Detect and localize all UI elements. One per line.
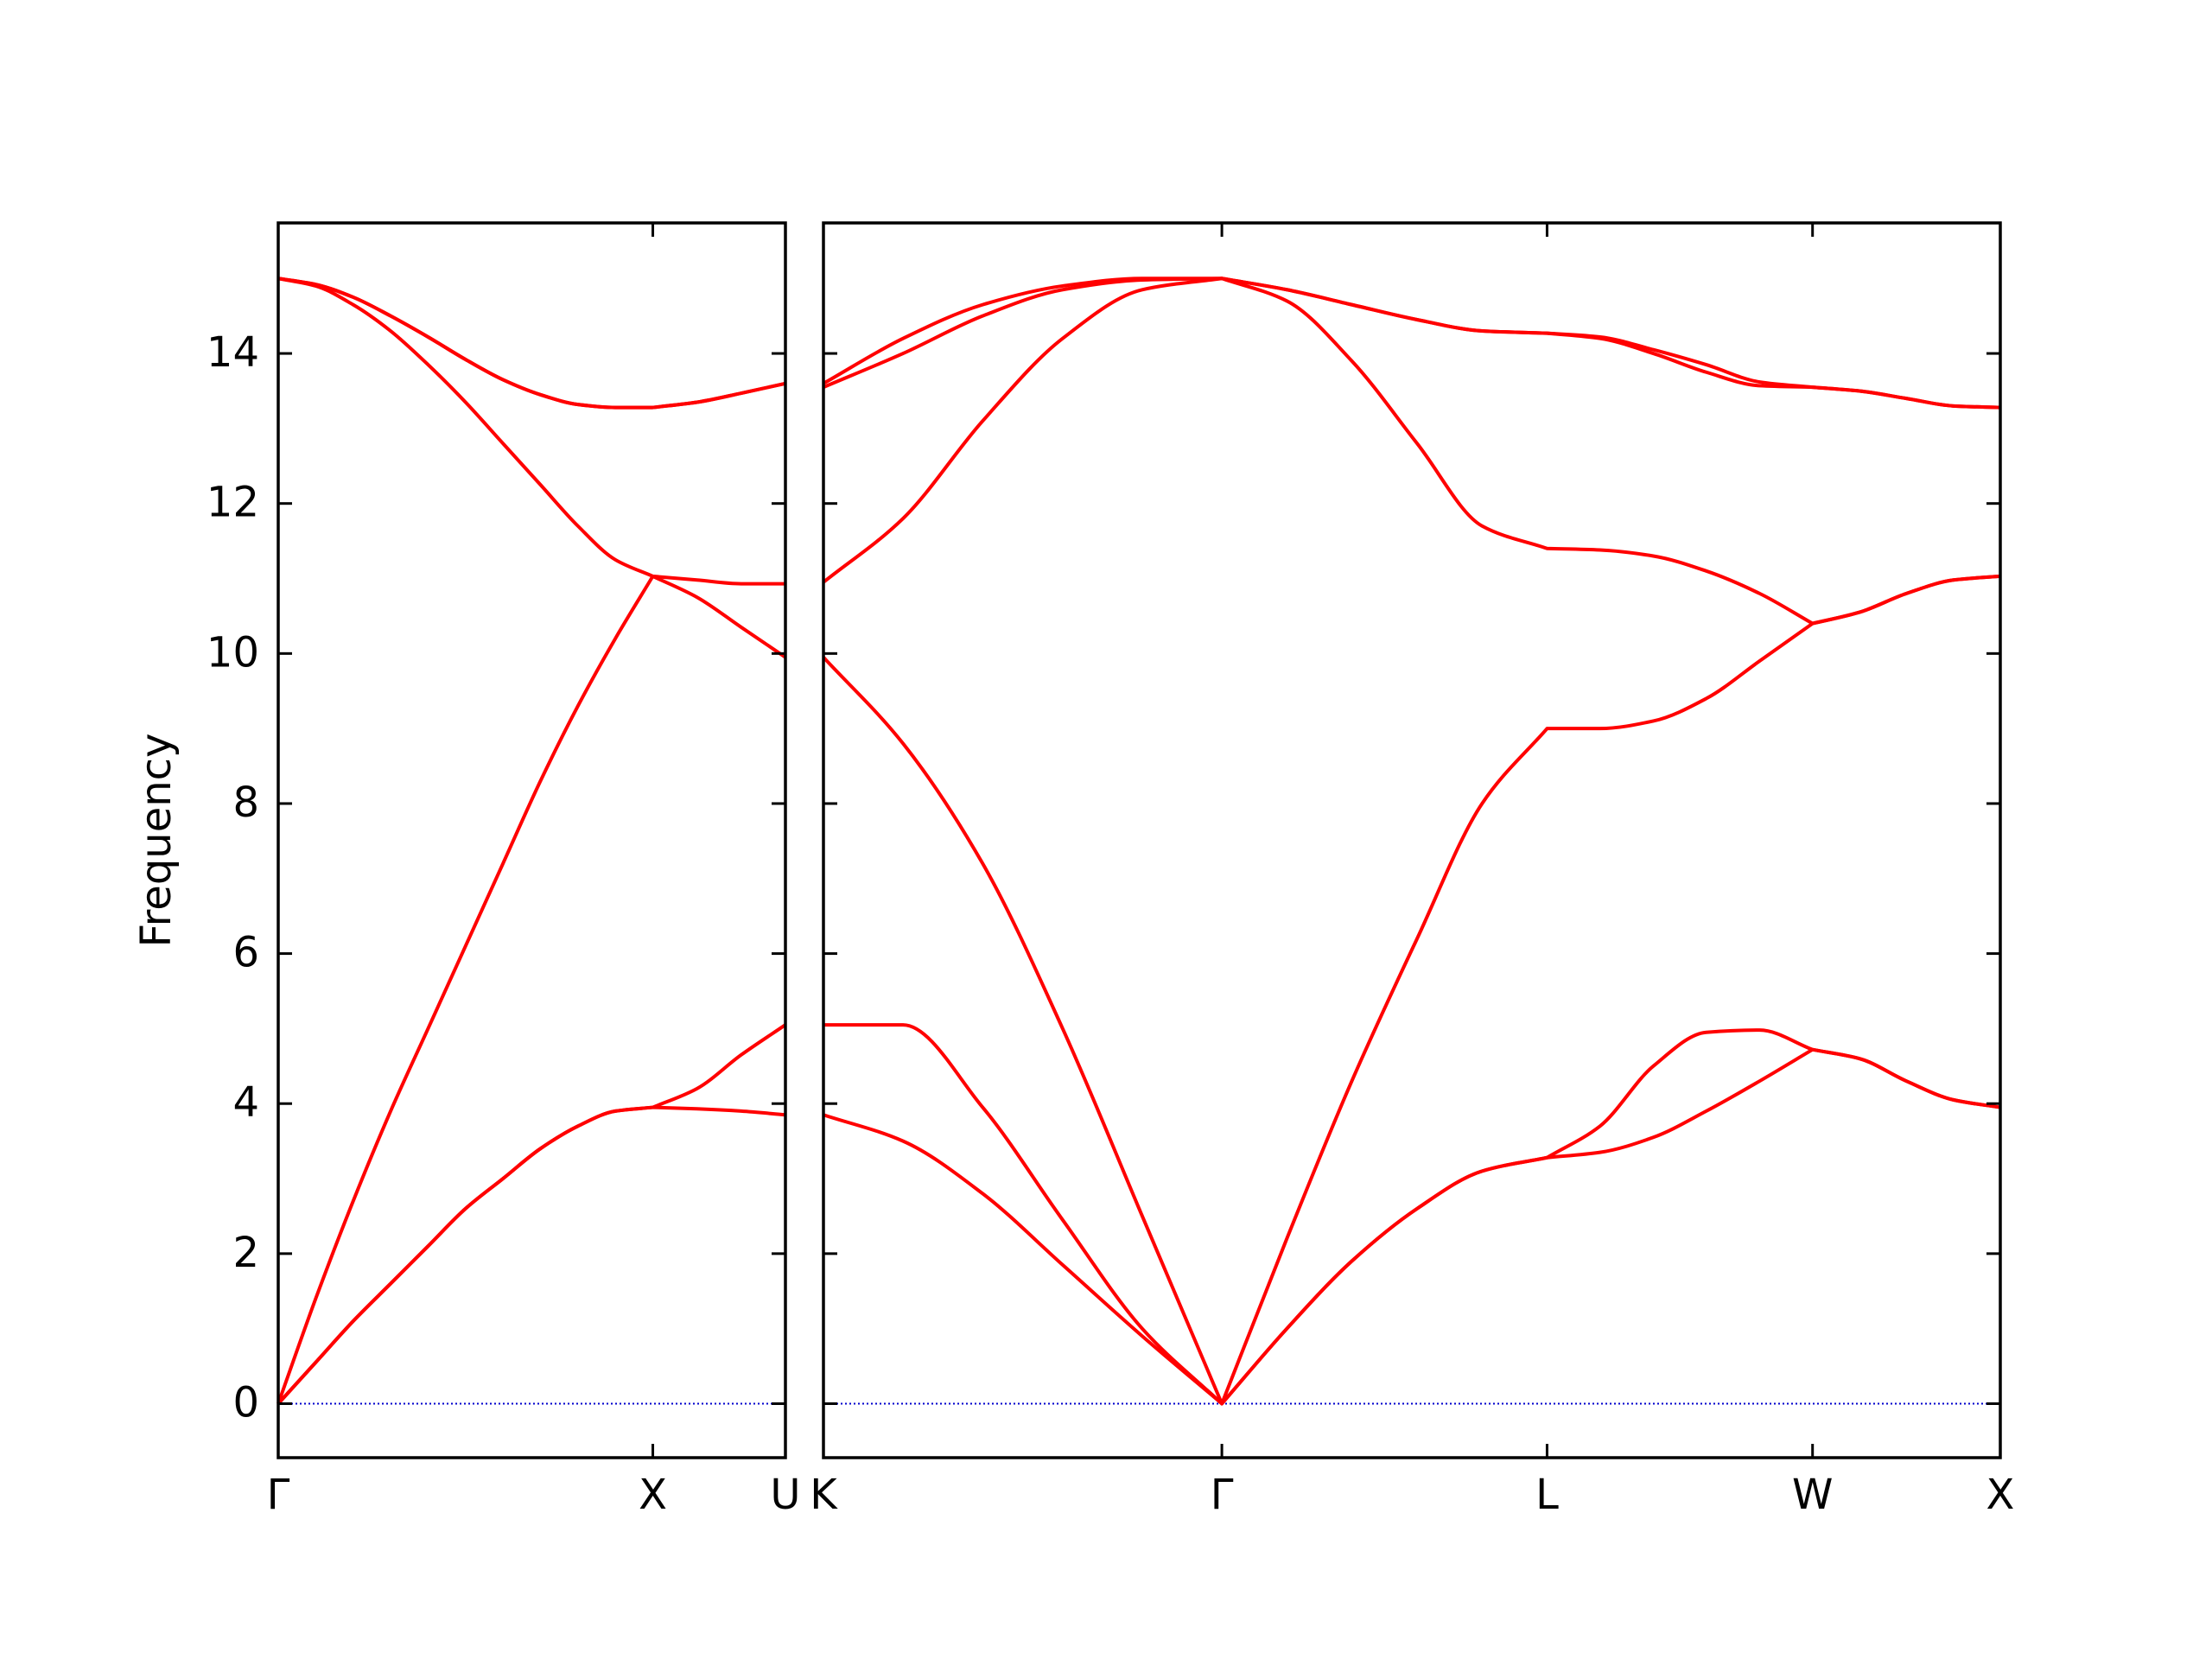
band-line	[276, 1023, 787, 1405]
y-tick-label: 12	[207, 479, 259, 527]
y-tick-label: 6	[232, 929, 259, 977]
y-tick-label: 4	[232, 1078, 259, 1127]
band-line	[822, 276, 2001, 626]
band-line	[276, 574, 787, 1405]
x-tick-label: L	[1535, 1471, 1559, 1519]
band-line	[823, 276, 2001, 410]
x-tick-label: W	[1792, 1471, 1833, 1519]
x-tick-label: K	[810, 1471, 838, 1519]
y-tick-label: 0	[232, 1378, 259, 1427]
y-tick-label: 8	[232, 779, 259, 827]
x-tick-label: X	[1986, 1471, 2015, 1519]
y-axis-label: Frequency	[132, 734, 181, 948]
x-tick-label: U	[770, 1471, 800, 1519]
y-tick-label: 10	[207, 628, 259, 677]
band-line	[823, 1023, 2001, 1406]
x-tick-label: X	[639, 1471, 667, 1519]
x-tick-label: Γ	[1211, 1471, 1234, 1519]
plot-frame	[276, 221, 787, 1459]
plot-frame	[822, 221, 2002, 1459]
x-tick-label: Γ	[267, 1471, 290, 1519]
y-tick-label: 2	[232, 1229, 259, 1277]
band-line	[822, 574, 2001, 1406]
band-line	[277, 276, 785, 586]
y-tick-label: 14	[207, 328, 259, 377]
band-line	[277, 276, 786, 410]
